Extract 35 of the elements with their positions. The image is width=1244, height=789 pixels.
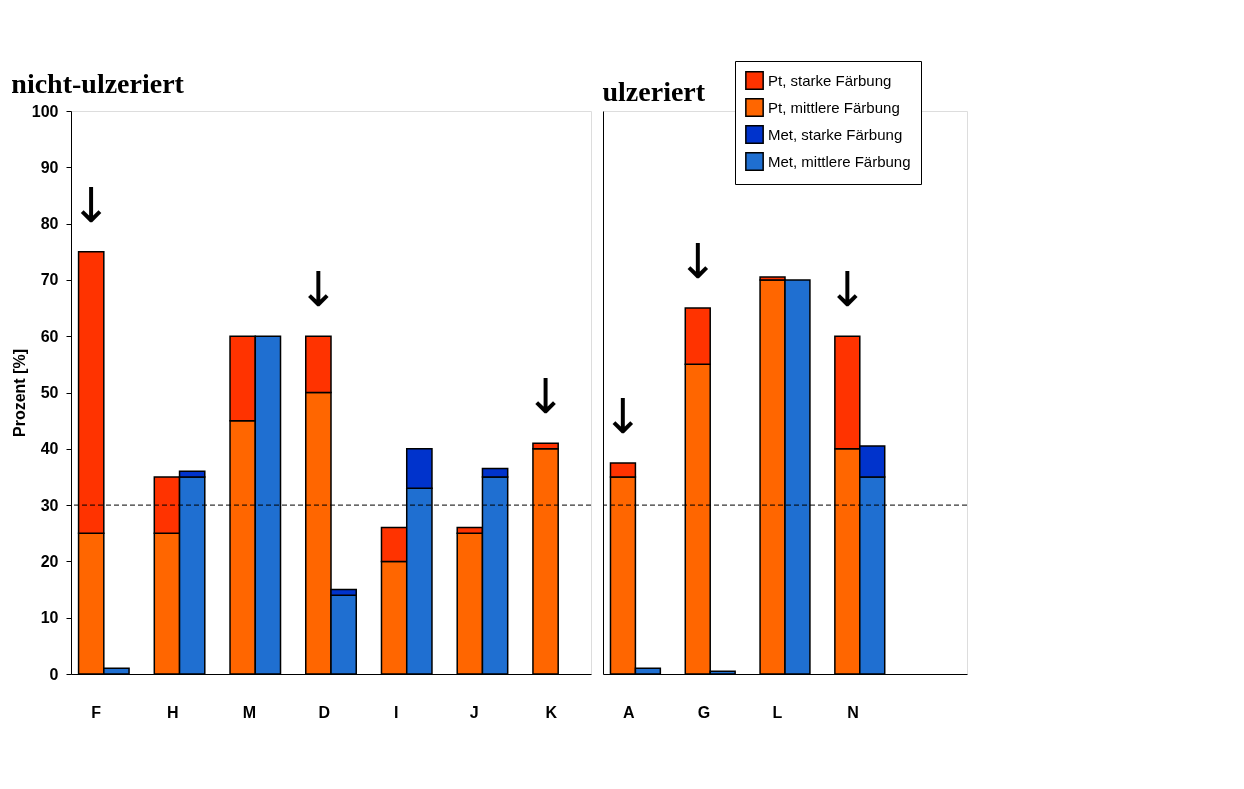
- x-tick-label: A: [622, 703, 635, 721]
- y-tick-label: 50: [40, 384, 59, 401]
- x-tick-label: G: [697, 703, 711, 721]
- x-tick-label: H: [166, 703, 179, 721]
- annotation: ↓: [298, 261, 339, 318]
- x-tick-label: L: [772, 703, 783, 721]
- y-axis-title: Prozent [%]: [10, 349, 28, 437]
- y-tick-label: 80: [40, 215, 59, 233]
- x-tick-label: M: [242, 703, 256, 721]
- y-tick-label: 90: [40, 158, 59, 176]
- legend-label: Pt, starke Färbung: [768, 71, 892, 89]
- y-tick-label: 100: [31, 102, 59, 120]
- y-tick-label: 70: [40, 271, 59, 289]
- y-tick-label: 0: [49, 665, 59, 683]
- chart-title: ulzeriert: [602, 76, 706, 107]
- legend-label: Met, mittlere Färbung: [768, 152, 911, 170]
- y-tick-label: 60: [40, 327, 59, 345]
- y-tick-label: 40: [40, 440, 59, 458]
- legend-label: Met, starke Färbung: [768, 125, 903, 143]
- x-tick-label: K: [545, 703, 558, 721]
- annotation: ↓: [677, 233, 718, 290]
- x-tick-label: D: [318, 703, 330, 721]
- y-tick-label: 10: [40, 609, 59, 627]
- annotation: ↓: [71, 176, 112, 233]
- y-tick-label: 30: [40, 496, 59, 514]
- legend-label: Pt, mittlere Färbung: [768, 98, 900, 116]
- chart-title: nicht-ulzeriert: [11, 68, 185, 99]
- annotation: ↓: [525, 368, 566, 425]
- x-tick-label: I: [394, 703, 399, 721]
- x-tick-label: N: [847, 703, 859, 721]
- annotation: ↓: [602, 387, 644, 444]
- annotation: ↓: [827, 261, 868, 318]
- x-tick-label: F: [91, 703, 102, 721]
- x-tick-label: J: [469, 703, 479, 721]
- y-tick-label: 20: [40, 552, 59, 570]
